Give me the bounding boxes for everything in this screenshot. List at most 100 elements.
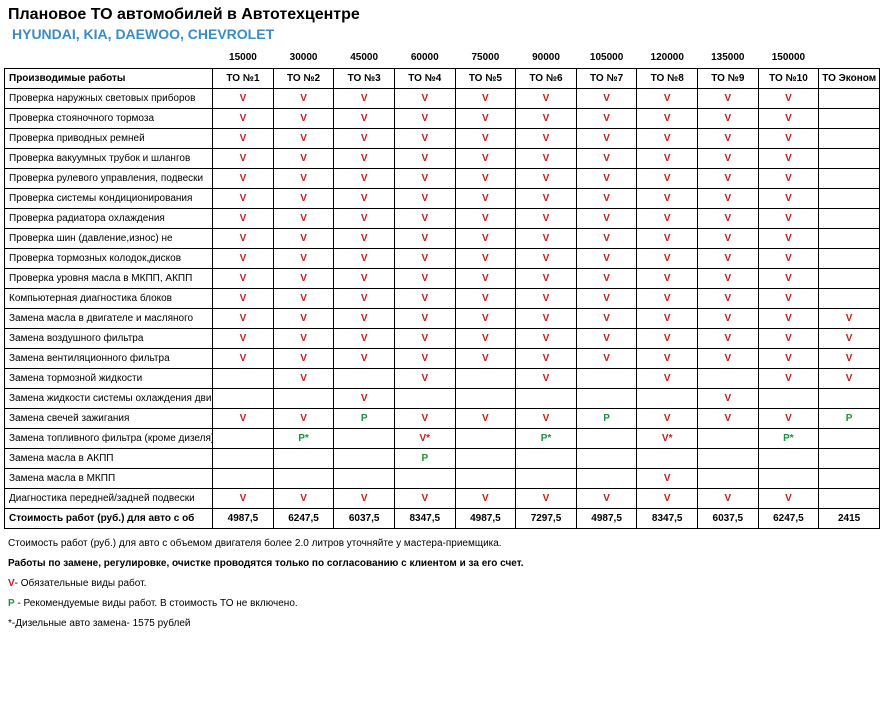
- mark-cell: V: [637, 268, 698, 288]
- mark-cell: V: [273, 108, 334, 128]
- mark-cell: V: [698, 348, 759, 368]
- table-body: Проверка наружных световых приборовVVVVV…: [5, 88, 880, 528]
- mark-cell: [819, 268, 880, 288]
- mileage-blank: [5, 48, 213, 68]
- mark-cell: [819, 208, 880, 228]
- mark-cell: V: [394, 208, 455, 228]
- mark-cell: [637, 388, 698, 408]
- mark-cell: V: [394, 168, 455, 188]
- mark-cell: V: [758, 488, 819, 508]
- mark-cell: V: [213, 308, 274, 328]
- mark-cell: V: [455, 248, 516, 268]
- mark-cell: V: [516, 88, 577, 108]
- mark-cell: [576, 428, 637, 448]
- to-header-cell: ТО №4: [394, 68, 455, 88]
- mark-cell: V: [637, 348, 698, 368]
- mark-cell: V: [698, 308, 759, 328]
- mark-cell: [213, 368, 274, 388]
- table-row: Замена топливного фильтра (кроме дизеля)…: [5, 428, 880, 448]
- mark-cell: V: [213, 288, 274, 308]
- mark-cell: V: [394, 308, 455, 328]
- mark-cell: [455, 428, 516, 448]
- mileage-cell: 75000: [455, 48, 516, 68]
- mark-cell: [394, 468, 455, 488]
- mark-cell: [273, 448, 334, 468]
- mark-cell: P: [394, 448, 455, 468]
- mark-cell: [576, 388, 637, 408]
- work-label: Замена свечей зажигания: [5, 408, 213, 428]
- mark-cell: V: [334, 188, 395, 208]
- mark-cell: V: [637, 328, 698, 348]
- mileage-cell: 120000: [637, 48, 698, 68]
- mark-cell: V: [273, 88, 334, 108]
- table-row: Проверка уровня масла в МКПП, АКППVVVVVV…: [5, 268, 880, 288]
- mark-cell: V: [637, 408, 698, 428]
- mark-cell: V: [758, 248, 819, 268]
- mark-cell: [576, 368, 637, 388]
- mark-cell: V: [213, 128, 274, 148]
- mark-cell: [819, 428, 880, 448]
- table-row: Замена воздушного фильтраVVVVVVVVVVV: [5, 328, 880, 348]
- to-header-cell: ТО №10: [758, 68, 819, 88]
- mark-cell: V: [394, 328, 455, 348]
- mark-cell: V: [394, 288, 455, 308]
- mark-cell: V: [273, 248, 334, 268]
- cost-row: Стоимость работ (руб.) для авто с об 4987…: [5, 508, 880, 528]
- mark-cell: V: [637, 108, 698, 128]
- mark-cell: V: [334, 208, 395, 228]
- mark-cell: V: [819, 348, 880, 368]
- to-header-cell: ТО №8: [637, 68, 698, 88]
- mark-cell: V: [637, 128, 698, 148]
- table-row: Проверка тормозных колодок,дисковVVVVVVV…: [5, 248, 880, 268]
- mark-cell: V: [213, 148, 274, 168]
- page-subtitle: HYUNDAI, KIA, DAEWOO, CHEVROLET: [12, 26, 880, 42]
- mark-cell: V: [637, 248, 698, 268]
- mark-cell: V: [819, 308, 880, 328]
- cost-cell: 4987,5: [576, 508, 637, 528]
- mark-cell: V: [758, 148, 819, 168]
- mark-cell: V: [516, 348, 577, 368]
- mark-cell: V: [516, 288, 577, 308]
- mileage-cell: 30000: [273, 48, 334, 68]
- mark-cell: P*: [273, 428, 334, 448]
- legend-v-text: - Обязательные виды работ.: [15, 578, 147, 589]
- mark-cell: V: [394, 228, 455, 248]
- table-row: Проверка стояночного тормозаVVVVVVVVVV: [5, 108, 880, 128]
- mark-cell: V: [516, 328, 577, 348]
- mark-cell: V: [698, 408, 759, 428]
- table-row: Проверка системы кондиционированияVVVVVV…: [5, 188, 880, 208]
- work-label: Замена жидкости системы охлаждения двига…: [5, 388, 213, 408]
- mark-cell: V: [576, 328, 637, 348]
- mark-cell: V: [698, 228, 759, 248]
- mark-cell: V: [758, 208, 819, 228]
- work-label: Замена масла в двигателе и масляного: [5, 308, 213, 328]
- legend-p-text: - Рекомендуемые виды работ. В стоимость …: [15, 598, 298, 609]
- works-header: Производимые работы: [5, 68, 213, 88]
- cost-cell: 6037,5: [698, 508, 759, 528]
- mark-cell: V: [516, 248, 577, 268]
- cost-label: Стоимость работ (руб.) для авто с об: [5, 508, 213, 528]
- maintenance-table: 1500030000450006000075000900001050001200…: [4, 48, 880, 529]
- mark-cell: [819, 248, 880, 268]
- table-row: Проверка приводных ремнейVVVVVVVVVV: [5, 128, 880, 148]
- mark-cell: V: [213, 108, 274, 128]
- mileage-cell: 60000: [394, 48, 455, 68]
- mark-cell: [819, 288, 880, 308]
- mark-cell: V: [455, 288, 516, 308]
- mark-cell: V: [273, 188, 334, 208]
- table-row: Проверка рулевого управления, подвескиVV…: [5, 168, 880, 188]
- mark-cell: V: [334, 168, 395, 188]
- mark-cell: V: [213, 88, 274, 108]
- mark-cell: V: [758, 128, 819, 148]
- mark-cell: V: [758, 188, 819, 208]
- mark-cell: V: [455, 348, 516, 368]
- table-row: Компьютерная диагностика блоковVVVVVVVVV…: [5, 288, 880, 308]
- mark-cell: V: [576, 308, 637, 328]
- cost-cell: 6247,5: [758, 508, 819, 528]
- table-row: Замена масла в МКППV: [5, 468, 880, 488]
- to-header-cell: ТО №6: [516, 68, 577, 88]
- mark-cell: V: [698, 188, 759, 208]
- mark-cell: V: [637, 488, 698, 508]
- mark-cell: [516, 388, 577, 408]
- mark-cell: V: [394, 248, 455, 268]
